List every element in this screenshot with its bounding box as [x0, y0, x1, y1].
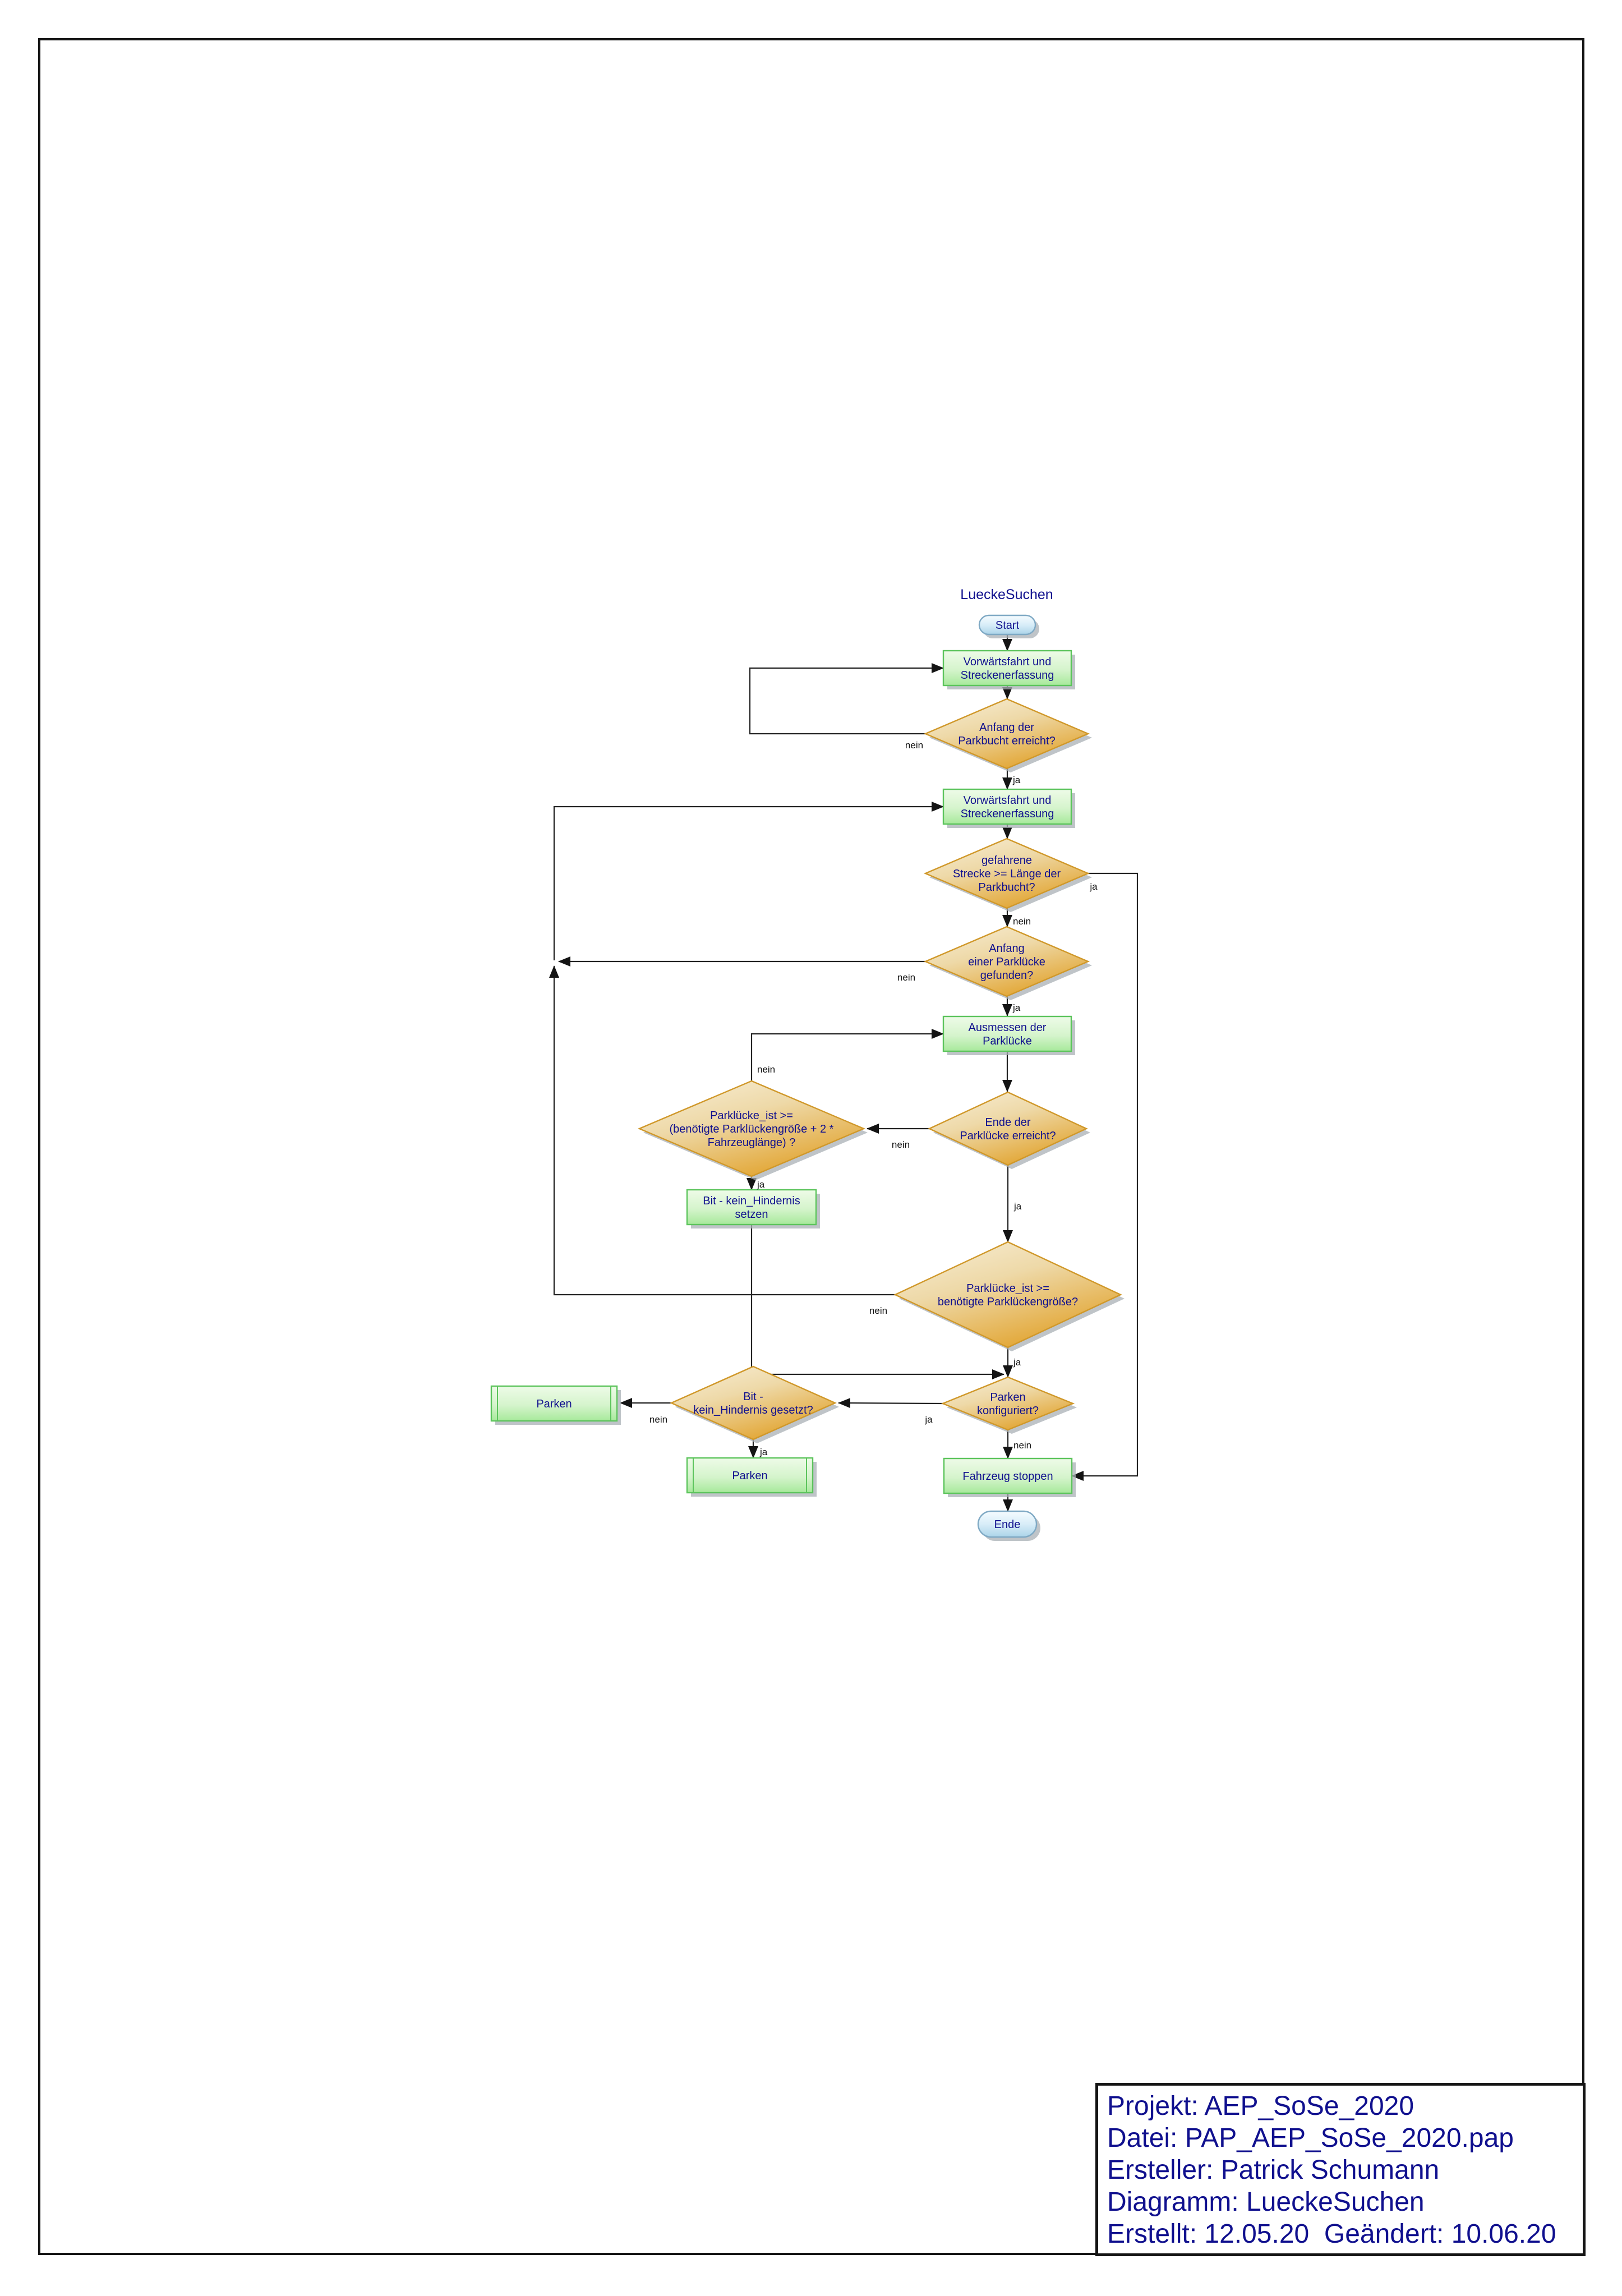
- edge-d2-ja-right-loop: [1071, 872, 1139, 1481]
- node-d8: [670, 1365, 839, 1443]
- node-shape-bit_setzen: [686, 1189, 817, 1226]
- node-label-d7: Parken konfiguriert?: [977, 1391, 1039, 1417]
- node-d1: [923, 698, 1092, 772]
- node-d2: [923, 838, 1092, 912]
- node-label-d8: Bit -kein_Hindernis gesetzt?: [693, 1391, 813, 1416]
- edge-label-d2-ja-right-loop: ja: [1089, 881, 1098, 892]
- node-label-parken1: Parken: [536, 1398, 572, 1410]
- edge-label-d7-ja: ja: [924, 1414, 933, 1425]
- node-shape-stop: [943, 1457, 1073, 1494]
- node-label-d2: gefahrene Strecke >= Länge der Parkbucht?: [953, 854, 1061, 894]
- node-label-ende: Ende: [994, 1519, 1021, 1531]
- edge-label-d4-nein-up: nein: [757, 1064, 775, 1075]
- info-line-datei: Datei: PAP_AEP_SoSe_2020.pap: [1107, 2123, 1514, 2153]
- info-line-projekt: Projekt: AEP_SoSe_2020: [1107, 2091, 1414, 2121]
- node-shape-d6: [893, 1241, 1122, 1349]
- info-line-erstellt: Erstellt: 12.05.20 Geändert: 10.06.20: [1107, 2219, 1556, 2249]
- node-label-d3: Anfang einer Parklücke gefunden?: [968, 942, 1045, 982]
- node-label-p2: Vorwärtsfahrt und Streckenerfassung: [961, 794, 1054, 820]
- edge-label-d3-nein: nein: [897, 972, 915, 983]
- node-d6: [893, 1241, 1125, 1351]
- node-shape-ende: [977, 1510, 1038, 1538]
- node-shape-p3: [942, 1015, 1072, 1052]
- info-line-diagramm: Diagramm: LueckeSuchen: [1107, 2187, 1425, 2217]
- edge-label-d6-ja: ja: [1013, 1357, 1021, 1368]
- node-label-d6: Parklücke_ist >= benötigte Parklückengröß…: [938, 1282, 1078, 1308]
- info-box: Projekt: AEP_SoSe_2020 Datei: PAP_AEP_So…: [1095, 2083, 1586, 2256]
- edge-junction-to-p2: [553, 802, 944, 960]
- node-parken1: [490, 1385, 621, 1425]
- node-shape-start: [978, 614, 1036, 636]
- node-p3: [942, 1015, 1075, 1055]
- edge-label-d7-nein: nein: [1013, 1440, 1031, 1451]
- node-label-d1: Anfang der Parkbucht erreicht?: [958, 721, 1055, 747]
- node-d3: [923, 926, 1092, 1000]
- node-bit_setzen: [686, 1189, 820, 1228]
- node-label-parken2: Parken: [732, 1470, 767, 1482]
- node-label-p1: Vorwärtsfahrt und Streckenerfassung: [961, 656, 1054, 682]
- node-p1: [942, 650, 1075, 689]
- edge-d7-ja: [838, 1398, 943, 1409]
- edge-label-d1-ja: ja: [1012, 775, 1021, 785]
- node-shape-d3: [923, 926, 1090, 997]
- node-shape-d2: [923, 838, 1090, 909]
- node-d7: [941, 1376, 1077, 1434]
- edge-label-d6-nein-up-loop: nein: [869, 1305, 887, 1316]
- edge-label-d8-nein: nein: [649, 1414, 667, 1425]
- edge-d4-nein-up: [750, 1029, 944, 1081]
- node-parken2: [686, 1457, 817, 1497]
- labels-layer: nein ja ja nein nein ja nein nein ja ja nein ja ja ne…: [536, 619, 1098, 1531]
- node-shape-d5: [928, 1091, 1088, 1166]
- node-label-p3: Ausmessen der Parklücke: [969, 1022, 1047, 1047]
- node-p2: [942, 788, 1075, 828]
- edge-label-d5-nein: nein: [892, 1139, 910, 1150]
- edge-d6-nein-up-loop: [549, 965, 895, 1296]
- edge-label-d3-ja: ja: [1012, 1002, 1021, 1013]
- edge-label-d5-ja: ja: [1013, 1201, 1022, 1212]
- edge-label-d4-ja: ja: [757, 1179, 765, 1190]
- info-line-ersteller: Ersteller: Patrick Schumann: [1107, 2155, 1440, 2185]
- node-label-stop: Fahrzeug stoppen: [962, 1470, 1053, 1483]
- edge-label-d8-ja: ja: [759, 1447, 768, 1457]
- node-label-d4: Parklücke_ist >= (benötigte Parklückengrö…: [670, 1110, 834, 1149]
- diagram-title: LueckeSuchen: [960, 587, 1053, 602]
- node-shape-d8: [670, 1365, 837, 1441]
- node-shape-d4: [637, 1080, 866, 1177]
- node-d5: [928, 1091, 1090, 1169]
- node-label-d5: Ende der Parklücke erreicht?: [960, 1116, 1056, 1142]
- edge-label-d1-nein-loop: nein: [905, 740, 923, 751]
- node-label-bit_setzen: Bit - kein_Hindernis setzen: [703, 1195, 800, 1221]
- node-label-start: Start: [996, 619, 1020, 632]
- node-shape-p1: [942, 650, 1072, 687]
- node-shape-parken2: [686, 1457, 814, 1494]
- edge-d1-nein-loop: [749, 663, 944, 735]
- node-shape-p2: [942, 788, 1072, 825]
- nodes-layer: [490, 614, 1125, 1541]
- node-ende: [977, 1510, 1040, 1541]
- edges-layer: [549, 634, 1139, 1512]
- node-shape-d1: [923, 698, 1090, 770]
- node-d4: [637, 1080, 868, 1180]
- node-shape-parken1: [490, 1385, 618, 1422]
- edge-label-d2-nein: nein: [1013, 916, 1031, 927]
- node-stop: [943, 1457, 1076, 1497]
- node-shape-d7: [941, 1376, 1075, 1431]
- node-start: [978, 614, 1039, 638]
